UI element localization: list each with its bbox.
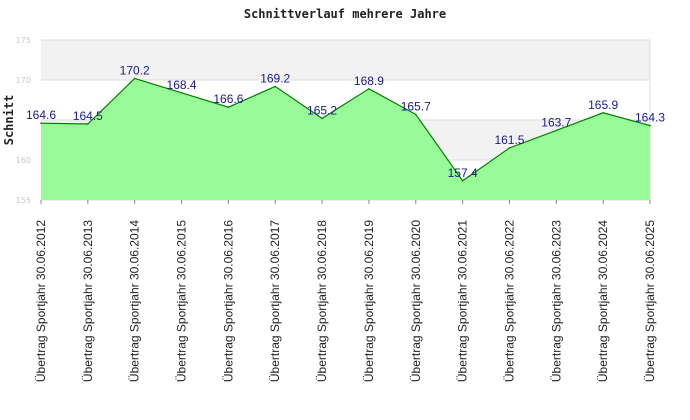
data-label: 165.2 (307, 103, 337, 117)
x-tick-label: Übertrag Sportjahr 30.06.2023 (549, 220, 563, 382)
data-point (461, 180, 464, 182)
data-point (87, 123, 89, 125)
plot-band-upper (41, 40, 650, 80)
x-tick-label: Übertrag Sportjahr 30.06.2015 (175, 220, 189, 382)
y-axis-label: Schnitt (2, 95, 16, 146)
x-tick-label: Übertrag Sportjahr 30.06.2020 (409, 220, 423, 382)
data-label: 164.6 (26, 108, 56, 122)
data-point (180, 92, 183, 94)
x-tick-label: Übertrag Sportjahr 30.06.2021 (456, 220, 470, 382)
data-label: 166.6 (213, 92, 243, 106)
data-point (274, 85, 277, 88)
y-tick-label: 160 (16, 156, 31, 165)
data-point (649, 124, 651, 127)
plot-area: 155 160 170 175 164.6 164.5 170.2 168.4 166.6 169… (16, 36, 666, 382)
x-tick-label: Übertrag Sportjahr 30.06.2016 (221, 220, 235, 382)
series-line (40, 77, 651, 182)
data-label: 157.4 (448, 166, 478, 180)
data-label: 164.5 (73, 109, 103, 123)
data-point (40, 122, 42, 124)
x-tick-label: Übertrag Sportjahr 30.06.2014 (128, 220, 142, 382)
data-point (602, 112, 604, 114)
data-label: 165.7 (401, 99, 431, 113)
x-tick-label: Übertrag Sportjahr 30.06.2013 (81, 220, 95, 382)
data-point (414, 113, 417, 116)
data-label: 164.3 (635, 111, 665, 125)
data-label: 161.5 (494, 133, 524, 147)
x-tick-label: Übertrag Sportjahr 30.06.2024 (596, 220, 610, 382)
data-label: 169.2 (260, 71, 290, 85)
series-area (41, 78, 650, 200)
x-tick-label: Übertrag Sportjahr 30.06.2019 (362, 220, 376, 382)
x-tick-label: Übertrag Sportjahr 30.06.2022 (502, 220, 516, 382)
y-tick-label: 170 (16, 76, 31, 85)
data-point (227, 106, 230, 108)
x-tick-label: Übertrag Sportjahr 30.06.2018 (315, 220, 329, 382)
data-label: 163.7 (541, 115, 571, 129)
data-point (368, 88, 370, 90)
data-label: 170.2 (120, 63, 150, 77)
data-point (555, 129, 558, 132)
data-point (321, 117, 323, 120)
x-tick-label: Übertrag Sportjahr 30.06.2012 (34, 220, 48, 382)
x-tick-label: Übertrag Sportjahr 30.06.2025 (643, 220, 657, 382)
data-label: 168.4 (167, 78, 197, 92)
data-point (133, 77, 136, 80)
data-label: 168.9 (354, 74, 384, 88)
data-label: 165.9 (588, 98, 618, 112)
x-tick-label: Übertrag Sportjahr 30.06.2017 (268, 220, 282, 382)
y-tick-label: 155 (16, 196, 31, 205)
chart-title: Schnittverlauf mehrere Jahre (244, 7, 446, 21)
y-tick-label: 175 (16, 36, 31, 45)
data-point (508, 147, 511, 149)
